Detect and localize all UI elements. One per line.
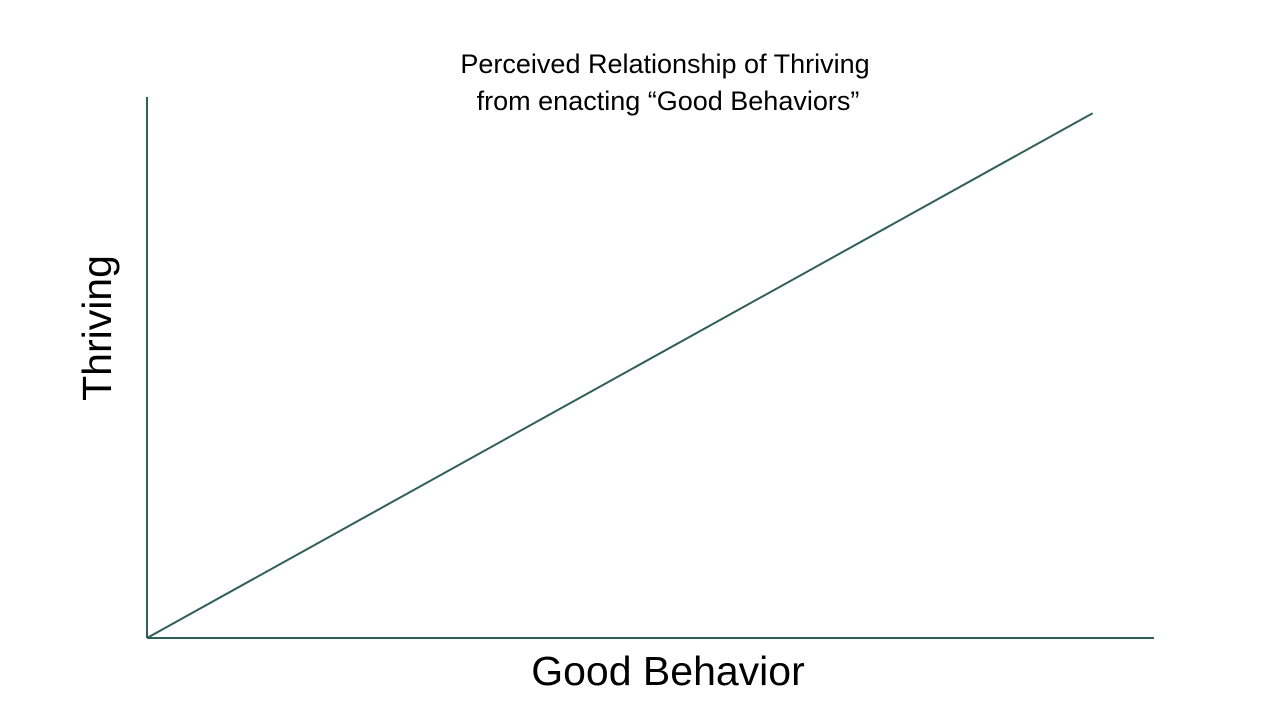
x-axis-label: Good Behavior (531, 648, 805, 694)
chart-title: Perceived Relationship of Thriving (460, 49, 869, 79)
y-axis-label: Thriving (74, 255, 120, 401)
trend-line (146, 112, 1094, 639)
chart-title: from enacting “Good Behaviors” (477, 86, 860, 116)
